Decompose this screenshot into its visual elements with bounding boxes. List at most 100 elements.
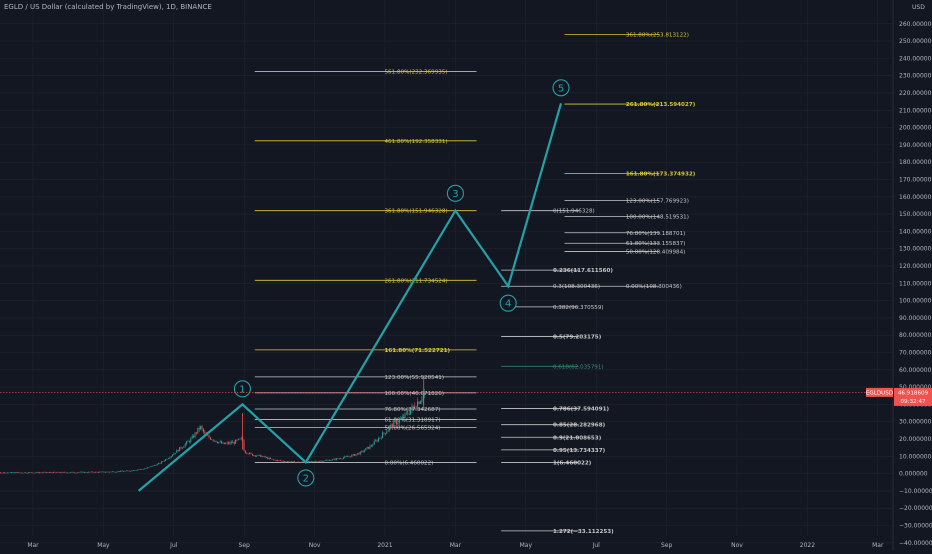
candle-body (104, 472, 106, 473)
candle-body (389, 426, 391, 431)
price-tick-label: 190.000000 (899, 142, 932, 149)
candle-body (79, 471, 81, 473)
candle-body (30, 472, 32, 473)
candle-body (58, 471, 60, 473)
candle-body (295, 462, 297, 463)
candle-body (300, 461, 302, 463)
candle-body (307, 461, 309, 463)
candle-body (326, 460, 328, 461)
candle-body (135, 470, 137, 471)
price-tick-label: 30.000000 (899, 419, 932, 426)
candle-body (313, 461, 315, 462)
candle-body (247, 453, 249, 455)
wave-marker[interactable] (552, 79, 570, 97)
fib-level-label: 361.80%(253.813122) (626, 32, 689, 38)
wave-marker[interactable] (297, 469, 315, 487)
candle-body (165, 459, 167, 461)
time-tick-label: Jul (169, 542, 178, 549)
candle-body (9, 472, 11, 473)
candle-body (257, 454, 259, 456)
wave-number: 1 (239, 384, 245, 395)
candle-body (26, 472, 28, 474)
price-tick-label: 100.000000 (899, 298, 932, 305)
candle-body (380, 437, 382, 439)
candle-body (204, 431, 206, 434)
candle-body (310, 461, 312, 462)
candle-body (317, 461, 319, 463)
candle-body (379, 437, 381, 439)
candle-body (233, 441, 235, 444)
price-tick-label: 260.000000 (899, 21, 932, 28)
candle-body (264, 456, 266, 458)
candle-body (418, 401, 420, 404)
candle-body (5, 472, 7, 474)
candle-body (270, 457, 272, 459)
wave-path[interactable] (137, 103, 563, 492)
candle-body (228, 442, 230, 444)
candle-body (18, 472, 20, 473)
candle-body (16, 472, 18, 474)
candle-body (100, 471, 102, 473)
price-tick-label: 170.000000 (899, 176, 932, 183)
candle-body (267, 457, 269, 460)
elliott-wave: 1 2 3 4 5 (137, 79, 570, 492)
price-tick-label: 250.000000 (899, 38, 932, 45)
candle-body (131, 470, 133, 472)
candle-body (221, 441, 223, 444)
wave-marker[interactable] (499, 294, 517, 312)
candle-body (114, 472, 116, 473)
candle-body (153, 465, 155, 466)
candle-body (316, 461, 318, 462)
candle-body (209, 437, 211, 440)
candle-body (144, 468, 146, 470)
candle-body (236, 439, 238, 441)
candle-body (190, 438, 192, 443)
candle-body (2, 472, 4, 473)
candle-body (142, 469, 144, 470)
candle-body (69, 472, 71, 473)
candle-body (256, 455, 258, 457)
candle-body (237, 438, 239, 441)
fib-level-label: 0.00%(108.300436) (626, 284, 682, 290)
candle-body (281, 460, 283, 462)
candle-body (183, 446, 185, 448)
candle-body (401, 416, 403, 419)
candle-body (176, 449, 178, 454)
candle-body (324, 460, 326, 461)
candle-body (222, 442, 224, 444)
fib-level-label: 0.786(37.594091) (553, 407, 610, 413)
candle-body (397, 422, 399, 425)
last-price-tag (894, 387, 932, 406)
wave-marker[interactable] (446, 184, 464, 202)
candle-body (323, 460, 325, 462)
candle-body (27, 472, 29, 474)
wave-marker[interactable] (233, 380, 251, 398)
price-tick-label: 230.000000 (899, 73, 932, 80)
candle-body (162, 461, 164, 462)
price-tick-label: 10.000000 (899, 453, 932, 460)
price-axis[interactable]: −40.000000 −30.000000 −20.000000 −10.000000… (892, 0, 932, 550)
candle-body (230, 442, 232, 444)
candle-body (23, 472, 25, 474)
candle-body (201, 426, 203, 429)
candle-body (328, 459, 330, 461)
candle-body (282, 460, 284, 462)
fib-level-label: 100.00%(148.519531) (626, 215, 689, 221)
candle-body (44, 471, 46, 473)
candle-body (286, 461, 288, 462)
candle-body (130, 471, 132, 472)
candle-body (383, 432, 385, 434)
candle-body (62, 471, 64, 473)
time-axis[interactable]: Mar May Jul Sep Nov 2021 Mar May Jul Sep Nov 2022 Ma… (27, 542, 884, 549)
candle-body (263, 456, 265, 457)
candle-body (107, 471, 109, 473)
candle-body (289, 461, 291, 463)
candle-body (167, 458, 169, 460)
candle-body (352, 454, 354, 456)
candle-body (60, 472, 62, 474)
candle-body (106, 471, 108, 473)
candle-body (253, 455, 255, 456)
candle-body (312, 461, 314, 462)
price-candles (0, 376, 426, 474)
